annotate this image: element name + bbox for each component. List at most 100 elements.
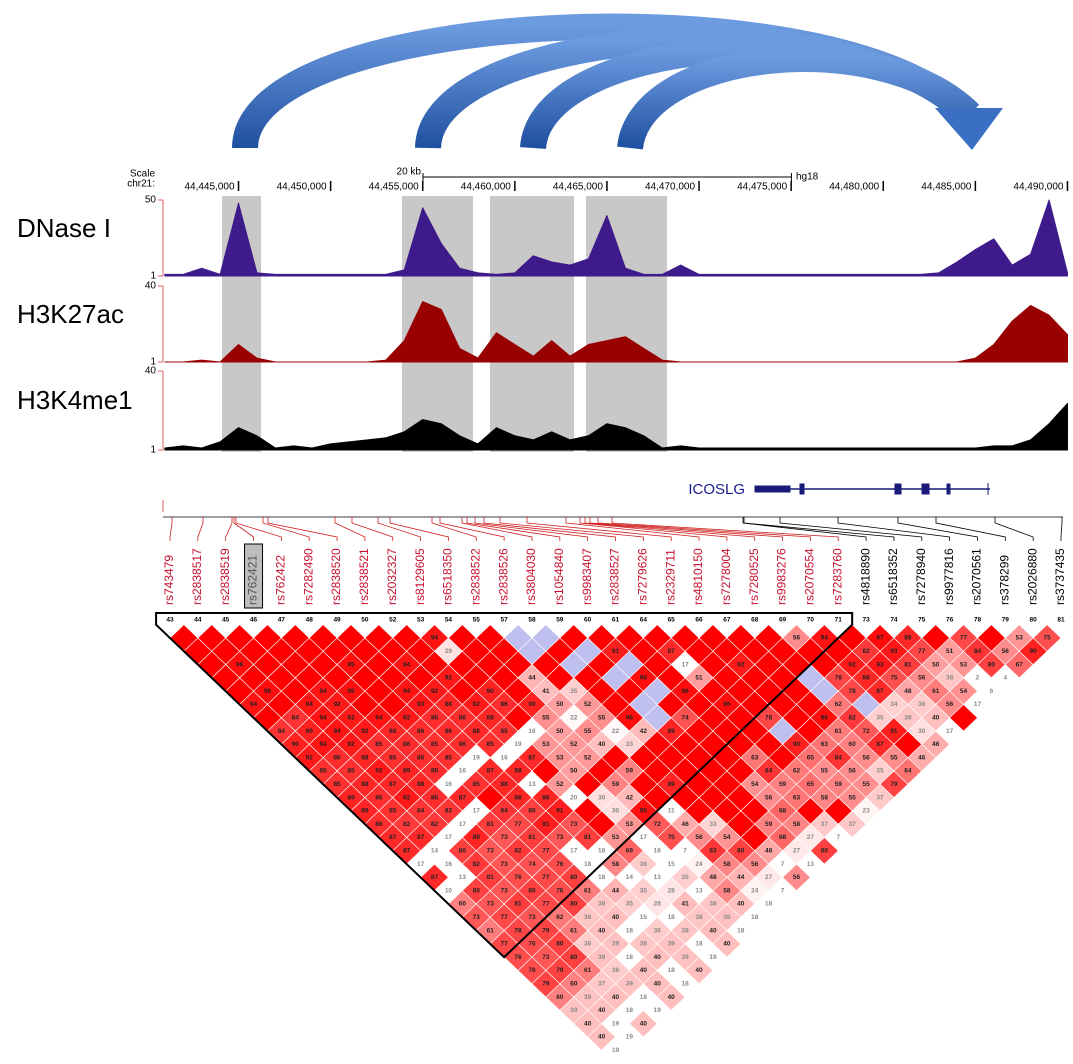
ld-value: 67 bbox=[1016, 661, 1024, 668]
snp-id: 80 bbox=[1030, 617, 1038, 624]
ld-value: 13 bbox=[654, 874, 662, 881]
ld-value: 18 bbox=[737, 927, 745, 934]
snp-connector bbox=[779, 517, 923, 541]
ld-value: 94 bbox=[320, 741, 328, 748]
snp-id: 66 bbox=[695, 617, 703, 624]
y-tick-label: 1 bbox=[150, 271, 156, 282]
ld-value: 2 bbox=[976, 675, 980, 682]
ld-value: 40 bbox=[612, 994, 620, 1001]
ld-value: 61 bbox=[487, 927, 495, 934]
ld-value: 76 bbox=[514, 874, 522, 881]
ld-value: 7 bbox=[836, 834, 840, 841]
ld-value: 73 bbox=[528, 914, 536, 921]
ld-value: 89 bbox=[668, 728, 676, 735]
ld-value: 13 bbox=[695, 887, 703, 894]
ld-value: 78 bbox=[514, 927, 522, 934]
snp-id: 65 bbox=[668, 617, 676, 624]
ld-value: 40 bbox=[668, 994, 676, 1001]
snp-label: rs2032327 bbox=[385, 548, 399, 605]
ld-value: 61 bbox=[932, 688, 940, 695]
ld-value: 18 bbox=[751, 914, 759, 921]
ld-value: 85 bbox=[445, 754, 453, 761]
gene-label: ICOSLG bbox=[688, 481, 745, 498]
y-tick-label: 1 bbox=[150, 445, 156, 456]
ld-value: 18 bbox=[681, 981, 689, 988]
ld-value: 87 bbox=[403, 848, 411, 855]
ld-value: 80 bbox=[737, 848, 745, 855]
ld-value: 17 bbox=[640, 834, 648, 841]
ld-value: 93 bbox=[890, 648, 898, 655]
ld-value: 94 bbox=[306, 701, 314, 708]
ld-value: 58 bbox=[821, 794, 829, 801]
ld-value: 40 bbox=[709, 927, 717, 934]
snp-id: 54 bbox=[445, 617, 453, 624]
ld-value: 82 bbox=[431, 821, 439, 828]
ld-value: 96 bbox=[264, 688, 272, 695]
ld-value: 81 bbox=[487, 874, 495, 881]
ld-value: 40 bbox=[598, 927, 606, 934]
snp-label: rs3737435 bbox=[1053, 548, 1067, 605]
ld-value: 19 bbox=[514, 741, 522, 748]
ld-value: 42 bbox=[626, 794, 634, 801]
x-tick-label: 44,460,000 bbox=[461, 182, 511, 193]
ld-value: 76 bbox=[528, 967, 536, 974]
ld-value: 77 bbox=[960, 635, 968, 642]
snp-connector bbox=[483, 517, 616, 541]
ld-value: 81 bbox=[514, 901, 522, 908]
ld-value: 92 bbox=[849, 661, 857, 668]
ld-value: 36 bbox=[612, 967, 620, 974]
ld-value: 85 bbox=[431, 741, 439, 748]
ld-value: 87 bbox=[487, 768, 495, 775]
ld-value: 77 bbox=[918, 648, 926, 655]
snp-id: 67 bbox=[723, 617, 731, 624]
track-label: DNase I bbox=[17, 213, 111, 243]
ld-value: 80 bbox=[821, 848, 829, 855]
ld-value: 55 bbox=[598, 715, 606, 722]
snp-connector bbox=[389, 517, 449, 541]
ld-value: 52 bbox=[556, 781, 564, 788]
ld-value: 76 bbox=[556, 861, 564, 868]
ld-value: 54 bbox=[723, 834, 731, 841]
ld-value: 95 bbox=[640, 808, 648, 815]
ld-value: 40 bbox=[654, 981, 662, 988]
ld-value: 36 bbox=[584, 941, 592, 948]
ld-value: 86 bbox=[375, 794, 383, 801]
ld-value: 87 bbox=[431, 874, 439, 881]
snp-id: 81 bbox=[1057, 617, 1065, 624]
ld-value: 13 bbox=[807, 861, 815, 868]
snp-id: 57 bbox=[501, 617, 509, 624]
ld-value: 56 bbox=[793, 635, 801, 642]
ld-value: 88 bbox=[487, 715, 495, 722]
snp-label: rs7280525 bbox=[747, 548, 761, 605]
ld-value: 87 bbox=[389, 781, 397, 788]
ld-value: 89 bbox=[361, 808, 369, 815]
ld-value: 86 bbox=[417, 728, 425, 735]
snp-id: 48 bbox=[306, 617, 314, 624]
ld-value: 94 bbox=[821, 635, 829, 642]
ld-value: 80 bbox=[570, 874, 578, 881]
snp-connector bbox=[267, 517, 338, 541]
ld-value: 55 bbox=[890, 754, 898, 761]
track-label: H3K27ac bbox=[17, 299, 124, 329]
snp-connector bbox=[235, 517, 282, 541]
ld-value: 93 bbox=[876, 661, 884, 668]
x-tick-label: 44,445,000 bbox=[184, 182, 234, 193]
ld-value: 65 bbox=[807, 781, 815, 788]
ld-value: 10 bbox=[445, 887, 453, 894]
ld-value: 41 bbox=[542, 688, 550, 695]
ld-value: 6 bbox=[990, 688, 994, 695]
ld-value: 18 bbox=[626, 954, 634, 961]
ld-value: 36 bbox=[654, 927, 662, 934]
ld-value: 79 bbox=[542, 927, 550, 934]
ld-value: 89 bbox=[668, 781, 676, 788]
ld-value: 48 bbox=[709, 874, 717, 881]
snp-label: rs8129605 bbox=[413, 548, 427, 605]
snp-label: rs378299 bbox=[997, 555, 1011, 605]
ld-value: 36 bbox=[918, 701, 926, 708]
ld-value: 17 bbox=[946, 728, 954, 735]
snp-connector bbox=[994, 517, 1034, 541]
ld-value: 90 bbox=[487, 688, 495, 695]
snp-connector bbox=[474, 517, 589, 541]
ld-value: 40 bbox=[654, 954, 662, 961]
ld-value: 52 bbox=[584, 754, 592, 761]
